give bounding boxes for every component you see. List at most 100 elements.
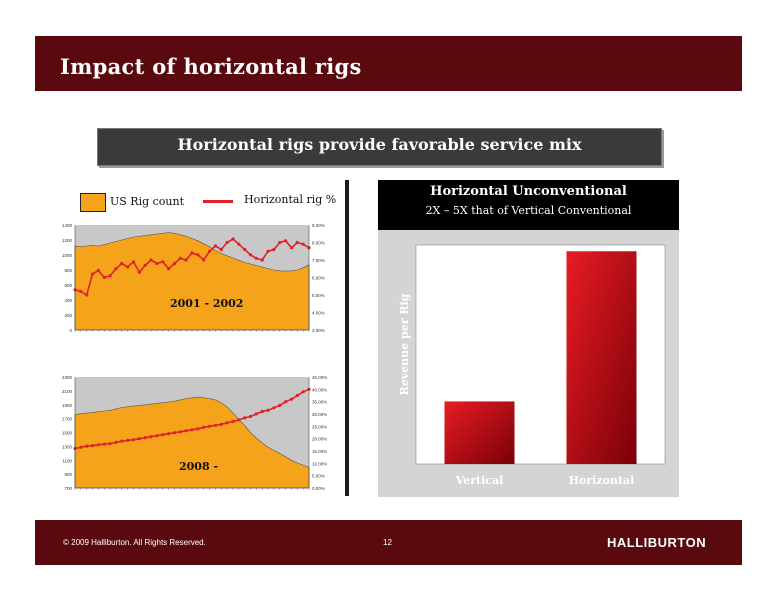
y2-tick-label: 35.00%	[312, 400, 327, 405]
chart-period-label: 2001 - 2002	[170, 297, 243, 310]
horizontal-pct-point	[90, 444, 95, 448]
y2-tick-label: 5.00%	[312, 474, 325, 479]
y-tick-label: 700	[64, 486, 72, 491]
horizontal-pct-point	[167, 432, 171, 436]
y2-tick-label: 6.00%	[312, 276, 325, 281]
horizontal-pct-point	[278, 403, 282, 407]
y-tick-label: 0	[69, 328, 72, 333]
right-panel-subtitle: 2X – 5X that of Vertical Conventional	[425, 204, 632, 217]
horizontal-pct-point	[79, 445, 83, 449]
horizontal-pct-point	[231, 419, 235, 423]
horizontal-pct-point	[137, 437, 141, 441]
chart-2001-2002: 0 200 400 600 800 1000 1200 1400 3.00% 4.00% 5.00%…	[62, 223, 325, 333]
y-tick-label: 1400	[62, 223, 73, 228]
horizontal-pct-point	[172, 431, 177, 435]
horizontal-pct-point	[225, 240, 229, 245]
horizontal-pct-point	[190, 428, 194, 432]
horizontal-pct-point	[96, 443, 100, 447]
revenue-bar-chart: Vertical Horizontal Revenue per Rig	[398, 244, 666, 487]
y-tick-label: 1000	[62, 253, 73, 258]
horizontal-pct-point	[85, 444, 89, 448]
horizontal-pct-point	[295, 393, 299, 398]
horizontal-pct-point	[284, 400, 288, 404]
x-category-label: Horizontal	[569, 474, 635, 487]
horizontal-pct-point	[131, 260, 136, 264]
horizontal-pct-point	[196, 253, 200, 257]
horizontal-pct-point	[225, 421, 229, 425]
horizontal-pct-point	[155, 261, 159, 266]
horizontal-pct-point	[254, 412, 258, 416]
y2-tick-label: 8.00%	[312, 241, 325, 246]
y-tick-label: 200	[64, 313, 72, 318]
horizontal-pct-point	[90, 272, 95, 276]
horizontal-pct-point	[260, 409, 264, 414]
horizontal-pct-point	[248, 414, 253, 419]
y-tick-label: 1200	[62, 238, 73, 243]
legend-line-horizontal-pct	[203, 200, 233, 203]
copyright-text: © 2009 Halliburton. All Rights Reserved.	[63, 538, 206, 547]
y2-tick-label: 5.00%	[312, 293, 325, 298]
y2-tick-label: 7.00%	[312, 258, 325, 263]
horizontal-pct-point	[190, 251, 194, 255]
horizontal-pct-point	[207, 424, 212, 428]
horizontal-pct-point	[178, 256, 182, 260]
horizontal-pct-point	[219, 247, 223, 252]
horizontal-pct-point	[202, 425, 206, 429]
horizontal-pct-point	[131, 438, 136, 442]
horizontal-pct-point	[184, 429, 188, 433]
horizontal-pct-point	[96, 268, 100, 273]
horizontal-pct-point	[196, 427, 200, 431]
horizontal-pct-point	[266, 408, 270, 412]
y-tick-label: 2100	[62, 389, 73, 394]
page-title: Impact of horizontal rigs	[60, 54, 362, 79]
horizontal-pct-point	[161, 260, 165, 264]
y-tick-label: 800	[64, 268, 72, 273]
horizontal-pct-point	[126, 438, 130, 442]
y2-tick-label: 3.00%	[312, 328, 325, 333]
y-tick-label: 1300	[62, 444, 73, 449]
horizontal-pct-point	[289, 397, 294, 401]
y2-tick-label: 15.00%	[312, 449, 327, 454]
horizontal-pct-point	[278, 240, 282, 245]
panel-divider	[345, 180, 349, 496]
y2-tick-label: 10.00%	[312, 461, 327, 466]
legend-swatch-rig-count	[80, 193, 106, 212]
horizontal-pct-point	[237, 242, 241, 246]
horizontal-pct-point	[266, 249, 270, 253]
page-number: 12	[383, 538, 392, 547]
y-tick-label: 900	[64, 472, 72, 477]
y2-tick-label: 4.00%	[312, 311, 325, 316]
horizontal-pct-point	[178, 430, 182, 434]
horizontal-pct-point	[295, 240, 299, 245]
horizontal-pct-point	[172, 261, 177, 266]
horizontal-pct-point	[207, 249, 212, 253]
y-tick-label: 1700	[62, 417, 73, 422]
chart-period-label: 2008 -	[179, 460, 218, 473]
horizontal-pct-point	[301, 390, 305, 394]
horizontal-pct-point	[149, 258, 153, 262]
legend-label-horizontal-pct: Horizontal rig %	[244, 193, 337, 206]
x-category-label: Vertical	[455, 474, 504, 487]
horizontal-pct-point	[301, 242, 305, 246]
y-tick-label: 1500	[62, 431, 73, 436]
y2-tick-label: 0.00%	[312, 486, 325, 491]
horizontal-pct-point	[231, 237, 235, 241]
horizontal-pct-point	[272, 406, 276, 410]
y2-tick-label: 40.00%	[312, 387, 327, 392]
horizontal-pct-point	[161, 433, 165, 437]
horizontal-pct-point	[126, 265, 130, 269]
horizontal-pct-point	[143, 263, 147, 267]
horizontal-pct-point	[202, 258, 206, 262]
y2-tick-label: 20.00%	[312, 437, 327, 442]
y2-tick-label: 30.00%	[312, 412, 327, 417]
halliburton-logo: HALLIBURTON	[607, 535, 707, 550]
horizontal-pct-point	[120, 261, 124, 266]
subtitle-box	[97, 128, 662, 166]
horizontal-pct-point	[108, 274, 112, 278]
y-tick-label: 2300	[62, 375, 73, 380]
horizontal-pct-point	[102, 442, 106, 446]
header-bar	[35, 36, 742, 91]
horizontal-pct-point	[85, 293, 89, 297]
rig-count-area	[74, 232, 310, 331]
y2-tick-label: 25.00%	[312, 424, 327, 429]
